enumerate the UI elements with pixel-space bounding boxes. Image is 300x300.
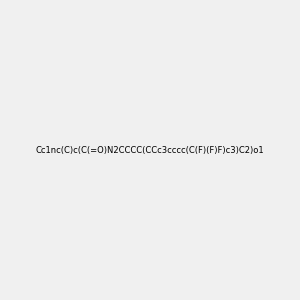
Text: Cc1nc(C)c(C(=O)N2CCCC(CCc3cccc(C(F)(F)F)c3)C2)o1: Cc1nc(C)c(C(=O)N2CCCC(CCc3cccc(C(F)(F)F)… [36, 146, 264, 154]
